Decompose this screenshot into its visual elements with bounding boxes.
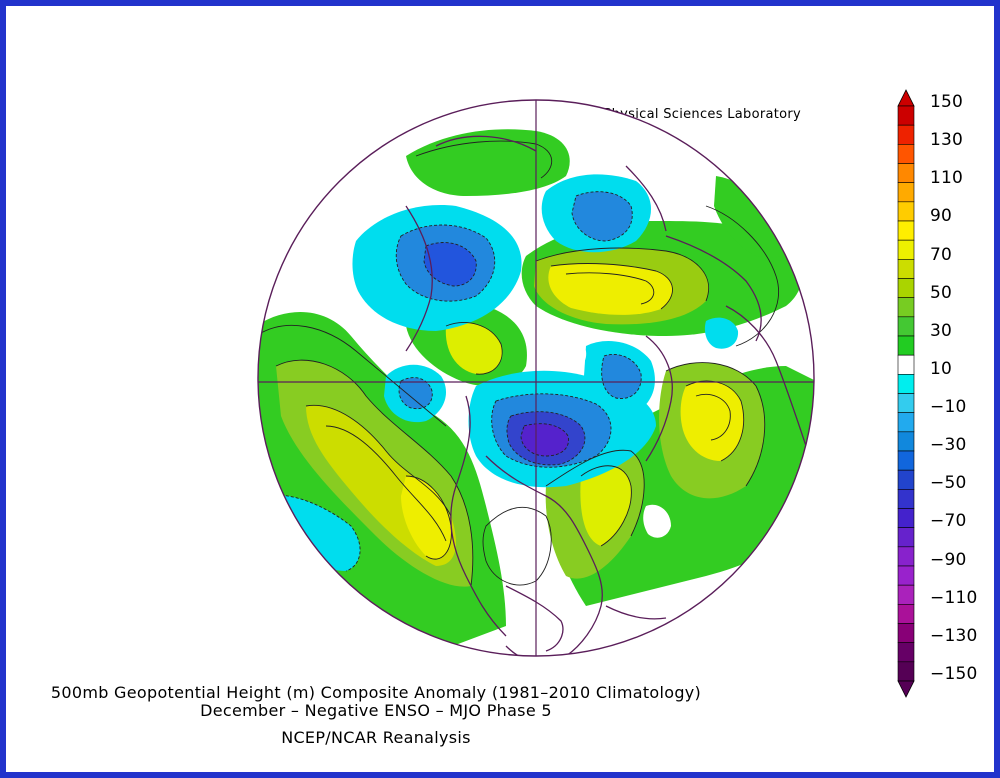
nw-pacific-yellow [445,322,503,375]
colorbar-top-arrow [897,89,915,107]
europe-arctic-blue [601,354,642,399]
colorbar-swatch [897,546,915,567]
colorbar-bottom-arrow [897,680,915,698]
colorbar-swatch [897,623,915,643]
colorbar-label: 90 [930,206,953,227]
colorbar-swatch [897,220,915,241]
colorbar-label: −70 [930,511,967,532]
colorbar-label: −110 [930,587,978,608]
colorbar-swatch [897,393,915,413]
colorbar-swatch [897,565,915,586]
colorbar-swatch [897,489,915,509]
colorbar-swatches [897,89,915,698]
colorbar-label: −150 [930,664,978,684]
figure-frame: NOAA Physical Sciences Laboratory [6,6,994,772]
colorbar-swatch [897,527,915,548]
colorbar-swatch [897,105,915,126]
colorbar-swatch [897,642,915,663]
colorbar-swatch [897,259,915,279]
east-us-yellow [580,465,632,546]
figure-subtitle: December – Negative ENSO – MJO Phase 5 [200,701,552,720]
colorbar-swatch [897,144,915,164]
colorbar-label: 70 [930,244,953,265]
colorbar [897,89,915,698]
colorbar-swatch [897,316,915,337]
europe-yellow [680,381,744,461]
siberia-yellow [548,263,673,315]
colorbar-swatch [897,604,915,624]
arctic-white-patch [544,334,587,372]
colorbar-swatch [897,412,915,433]
colorbar-swatch [897,278,915,298]
figure-title: 500mb Geopotential Height (m) Composite … [50,683,702,702]
colorbar-label: −30 [930,435,967,456]
colorbar-swatch [897,661,915,682]
atlantic-white-patch [643,504,671,538]
arctic-green [406,129,570,196]
globe-outline [257,99,815,657]
colorbar-swatch [897,354,915,375]
arctic-blue-core [399,377,433,409]
north-atlantic-purple [521,423,569,456]
coastlines [405,135,807,656]
colorbar-swatch [897,335,915,356]
colorbar-label: 10 [930,358,953,379]
contour-lines [258,140,780,587]
colorbar-swatch [897,163,915,183]
colorbar-swatch [897,431,915,452]
colorbar-label: −10 [930,397,967,418]
figure-source: NCEP/NCAR Reanalysis [281,728,471,747]
colorbar-label: 130 [930,130,964,151]
colorbar-label: −130 [930,625,978,646]
colorbar-swatch [897,469,915,490]
greenland-blue [572,191,633,241]
west-siberia-darkblue [424,242,477,286]
colorbar-swatch [897,201,915,222]
negative-contour-lines [265,191,642,572]
colorbar-label: −90 [930,549,967,570]
colorbar-swatch [897,584,915,605]
colorbar-label: −50 [930,473,967,494]
colorbar-swatch [897,182,915,203]
asia-cyan-small [704,317,739,349]
colorbar-label: 30 [930,320,953,341]
colorbar-swatch [897,374,915,394]
polar-map [257,99,815,657]
colorbar-swatch [897,124,915,145]
anomaly-field [258,129,814,656]
colorbar-label: 110 [930,168,964,189]
colorbar-label: 150 [930,92,964,112]
colorbar-swatch [897,239,915,260]
east-asia-green [714,176,792,258]
colorbar-swatch [897,508,915,528]
colorbar-swatch [897,297,915,318]
colorbar-swatch [897,450,915,471]
colorbar-label: 50 [930,282,953,303]
